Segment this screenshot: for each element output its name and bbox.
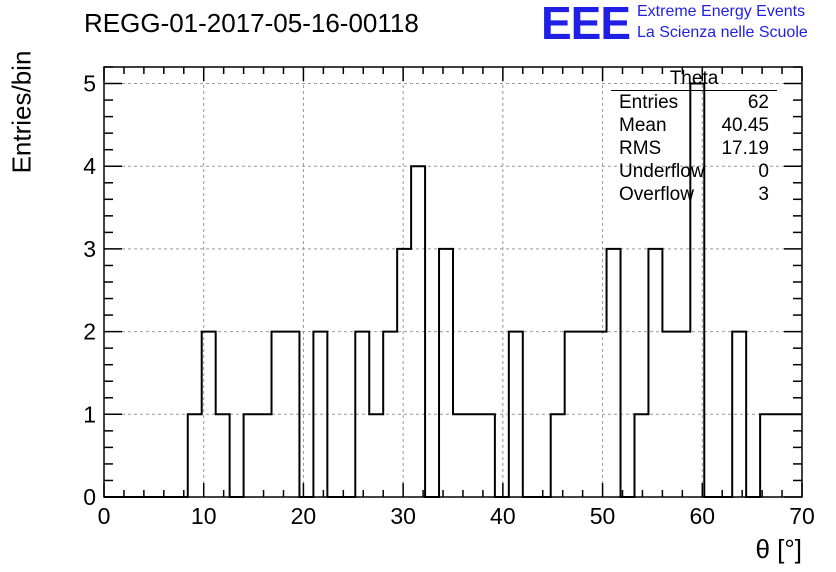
stats-value: 40.45: [721, 114, 769, 137]
stats-label: Underflow: [619, 160, 705, 183]
logo-line-1: Extreme Energy Events: [637, 3, 805, 21]
x-tick-label: 60: [689, 503, 715, 529]
x-tick-label: 20: [291, 503, 317, 529]
stats-value: 0: [758, 160, 769, 183]
y-tick-label: 5: [83, 71, 96, 97]
stats-box: Theta Entries 62 Mean 40.45 RMS 17.19 Under…: [611, 68, 777, 206]
x-tick-label: 40: [490, 503, 516, 529]
stats-row-overflow: Overflow 3: [611, 183, 777, 206]
stats-row-underflow: Underflow 0: [611, 160, 777, 183]
stats-value: 3: [758, 183, 769, 206]
x-axis-label: θ [°]: [755, 534, 802, 565]
eee-logo: EEE: [541, 0, 630, 46]
chart-title: REGG-01-2017-05-16-00118: [84, 8, 419, 39]
y-tick-label: 4: [83, 153, 96, 179]
stats-row-entries: Entries 62: [611, 91, 777, 114]
x-tick-label: 30: [390, 503, 416, 529]
stats-row-rms: RMS 17.19: [611, 137, 777, 160]
stats-label: Mean: [619, 114, 667, 137]
logo-line-2: La Scienza nelle Scuole: [637, 24, 808, 42]
stats-label: RMS: [619, 137, 661, 160]
stats-row-mean: Mean 40.45: [611, 114, 777, 137]
stats-value: 62: [748, 91, 769, 114]
x-tick-label: 10: [191, 503, 217, 529]
x-tick-label: 0: [98, 503, 111, 529]
x-tick-label: 50: [590, 503, 616, 529]
stats-value: 17.19: [721, 137, 769, 160]
stats-box-title: Theta: [611, 68, 777, 91]
y-tick-label: 0: [83, 484, 96, 510]
stats-label: Overflow: [619, 183, 694, 206]
y-tick-label: 2: [83, 319, 96, 345]
stats-label: Entries: [619, 91, 678, 114]
x-tick-label: 70: [789, 503, 815, 529]
y-axis-label: Entries/bin: [7, 51, 38, 174]
y-tick-label: 3: [83, 236, 96, 262]
y-tick-label: 1: [83, 401, 96, 427]
